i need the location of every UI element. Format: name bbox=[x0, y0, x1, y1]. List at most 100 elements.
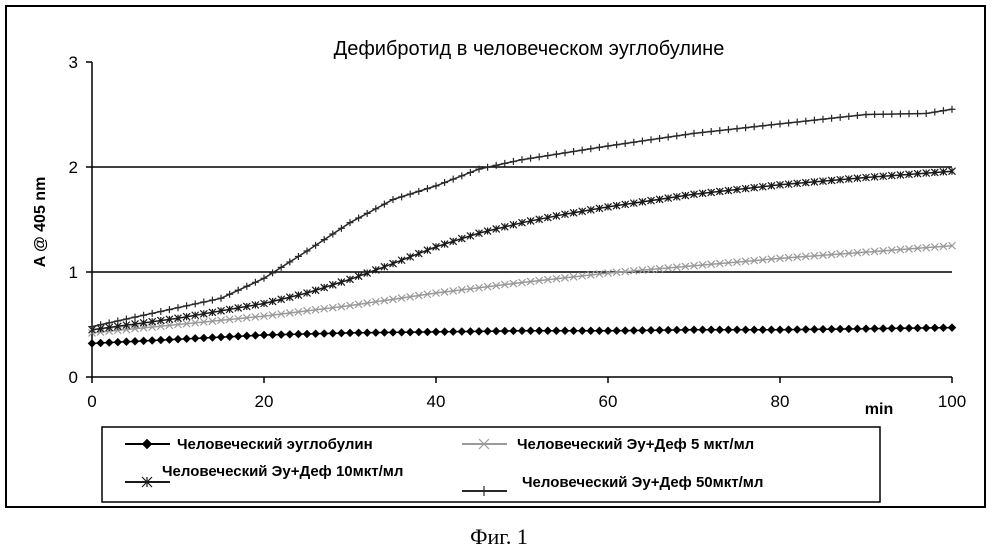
data-point-marker bbox=[390, 260, 397, 267]
data-point-marker bbox=[949, 106, 956, 113]
data-point-marker bbox=[380, 328, 388, 336]
data-point-marker bbox=[561, 327, 569, 335]
data-point-marker bbox=[536, 153, 543, 160]
data-point-marker bbox=[415, 188, 422, 195]
data-point-marker bbox=[157, 308, 164, 315]
x-tick-label: 60 bbox=[599, 392, 618, 411]
data-point-marker bbox=[97, 321, 104, 328]
data-point-marker bbox=[785, 326, 793, 334]
data-point-marker bbox=[217, 333, 225, 341]
data-point-marker bbox=[183, 302, 190, 309]
data-point-marker bbox=[811, 117, 818, 124]
data-point-marker bbox=[441, 179, 448, 186]
data-point-marker bbox=[260, 331, 268, 339]
data-point-marker bbox=[535, 327, 543, 335]
data-point-marker bbox=[235, 287, 242, 294]
data-point-marker bbox=[819, 325, 827, 333]
data-point-marker bbox=[251, 331, 259, 339]
data-point-marker bbox=[278, 264, 285, 271]
data-point-marker bbox=[716, 127, 723, 134]
data-point-marker bbox=[364, 270, 371, 277]
data-point-marker bbox=[509, 327, 517, 335]
data-point-marker bbox=[785, 120, 792, 127]
data-point-marker bbox=[346, 329, 354, 337]
x-tick-label: 20 bbox=[255, 392, 274, 411]
data-point-marker bbox=[433, 182, 440, 189]
data-point-marker bbox=[200, 299, 207, 306]
x-tick-label: 80 bbox=[771, 392, 790, 411]
figure-caption: Фиг. 1 bbox=[0, 524, 998, 550]
data-point-marker bbox=[527, 155, 534, 162]
data-point-marker bbox=[691, 130, 698, 137]
data-point-marker bbox=[802, 118, 809, 125]
data-point-marker bbox=[552, 327, 560, 335]
data-point-marker bbox=[449, 328, 457, 336]
data-point-marker bbox=[294, 330, 302, 338]
data-point-marker bbox=[630, 326, 638, 334]
data-point-marker bbox=[252, 279, 259, 286]
data-point-marker bbox=[828, 115, 835, 122]
data-point-marker bbox=[329, 329, 337, 337]
data-point-marker bbox=[570, 327, 578, 335]
series-line bbox=[92, 171, 952, 330]
data-point-marker bbox=[544, 327, 552, 335]
data-point-marker bbox=[398, 193, 405, 200]
data-point-marker bbox=[948, 324, 956, 332]
series-2 bbox=[89, 242, 956, 336]
data-point-marker bbox=[423, 328, 431, 336]
series-3 bbox=[89, 168, 956, 334]
data-point-marker bbox=[105, 339, 113, 347]
data-point-marker bbox=[97, 339, 105, 347]
data-point-marker bbox=[424, 185, 431, 192]
data-point-marker bbox=[88, 339, 96, 347]
data-point-marker bbox=[853, 325, 861, 333]
data-point-marker bbox=[510, 158, 517, 165]
data-point-marker bbox=[836, 325, 844, 333]
data-point-marker bbox=[767, 326, 775, 334]
data-point-marker bbox=[664, 326, 672, 334]
data-point-marker bbox=[226, 291, 233, 298]
series-4 bbox=[89, 106, 956, 330]
data-point-marker bbox=[218, 295, 225, 302]
data-point-marker bbox=[742, 326, 750, 334]
data-point-marker bbox=[871, 111, 878, 118]
data-point-marker bbox=[906, 110, 913, 117]
data-point-marker bbox=[192, 300, 199, 307]
data-point-marker bbox=[656, 135, 663, 142]
data-point-marker bbox=[768, 121, 775, 128]
data-point-marker bbox=[149, 310, 156, 317]
data-point-marker bbox=[140, 337, 148, 345]
data-point-marker bbox=[888, 111, 895, 118]
data-point-marker bbox=[355, 329, 363, 337]
data-point-marker bbox=[622, 140, 629, 147]
data-point-marker bbox=[123, 316, 130, 323]
data-point-marker bbox=[132, 314, 139, 321]
data-point-marker bbox=[406, 328, 414, 336]
data-point-marker bbox=[595, 327, 603, 335]
data-point-marker bbox=[562, 149, 569, 156]
data-point-marker bbox=[277, 331, 285, 339]
data-point-marker bbox=[776, 326, 784, 334]
data-point-marker bbox=[407, 191, 414, 198]
data-point-marker bbox=[639, 137, 646, 144]
data-point-marker bbox=[243, 332, 251, 340]
data-point-marker bbox=[940, 107, 947, 114]
figure-frame: Дефибротид в человеческом эуглобулине A … bbox=[5, 5, 986, 508]
data-point-marker bbox=[458, 328, 466, 336]
data-point-marker bbox=[923, 110, 930, 117]
data-point-marker bbox=[183, 335, 191, 343]
data-point-marker bbox=[261, 275, 268, 282]
data-point-marker bbox=[355, 273, 362, 280]
data-point-marker bbox=[519, 156, 526, 163]
data-point-marker bbox=[794, 119, 801, 126]
data-point-marker bbox=[165, 336, 173, 344]
y-tick-label: 1 bbox=[69, 263, 78, 282]
data-point-marker bbox=[863, 111, 870, 118]
data-point-marker bbox=[286, 330, 294, 338]
data-point-marker bbox=[897, 110, 904, 117]
data-point-marker bbox=[665, 134, 672, 141]
data-point-marker bbox=[269, 269, 276, 276]
data-point-marker bbox=[587, 327, 595, 335]
data-point-marker bbox=[613, 327, 621, 335]
data-point-marker bbox=[905, 324, 913, 332]
